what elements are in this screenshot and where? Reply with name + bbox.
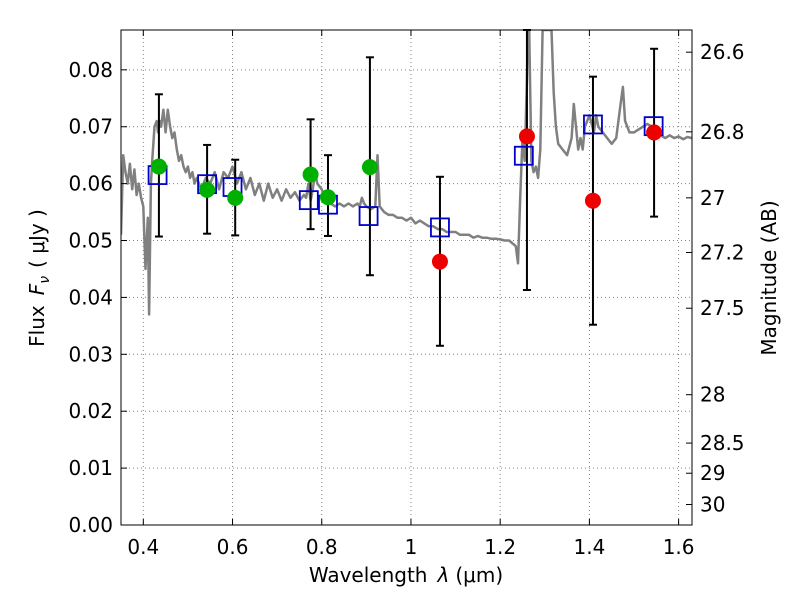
- y2-axis-label: Magnitude (AB): [757, 200, 781, 355]
- x-tick-label: 0.4: [127, 535, 159, 559]
- x-axis-label: Wavelength λ (μm): [309, 563, 503, 587]
- y-tick-label: 0.07: [68, 115, 113, 139]
- y-tick-label: 0.02: [68, 399, 113, 423]
- x-tick-label: 1.4: [573, 535, 605, 559]
- y2-tick-label: 30: [700, 493, 725, 517]
- x-axis-label-symbol: λ: [437, 563, 450, 587]
- model-square-marker: [513, 145, 534, 166]
- y-tick-label: 0.06: [68, 172, 113, 196]
- sed-curve: [121, 30, 692, 316]
- y-axis-label-text: Flux: [25, 305, 49, 347]
- y-tick-label: 0.01: [68, 456, 113, 480]
- green-data-point: [199, 181, 216, 198]
- model-square-marker: [358, 206, 379, 226]
- y-axis-label-symbol: F: [25, 283, 49, 295]
- x-tick-label: 1: [405, 535, 418, 559]
- y2-tick-label: 27.2: [700, 240, 745, 264]
- y-tick-label: 0.03: [68, 342, 113, 366]
- y2-tick-label: 29: [700, 461, 725, 485]
- y2-tick-label: 26.8: [700, 120, 745, 144]
- model-square-marker: [298, 190, 319, 211]
- x-tick-label: 1.6: [663, 535, 695, 559]
- red-data-point: [584, 192, 601, 209]
- green-data-point: [361, 159, 378, 176]
- grid: [121, 30, 692, 526]
- y-tick-label: 0.05: [68, 229, 113, 253]
- sed-model-line: [121, 30, 692, 316]
- y-tick-label: 0.00: [68, 513, 113, 537]
- y-tick-label: 0.04: [68, 285, 113, 309]
- model-square-marker: [583, 114, 603, 135]
- error-bars: [154, 29, 659, 347]
- green-data-point: [319, 189, 336, 206]
- green-data-point: [150, 158, 167, 175]
- y2-tick-label: 28: [700, 383, 725, 407]
- y-axis-label: Flux Fν ( μJy ): [25, 209, 53, 347]
- y-axis-label-unit: ( μJy ): [25, 209, 49, 268]
- x-tick-label: 1.2: [484, 535, 516, 559]
- x-tick-label: 0.6: [217, 535, 249, 559]
- ticks: 0.4 0.6 0.8 1 1.2 1.4 1.6 0.00 0.01 0.02 0.03 0.04 0…: [68, 30, 745, 559]
- y2-tick-label: 28.5: [700, 431, 745, 455]
- y-axis-label-subscript: ν: [37, 276, 53, 284]
- x-axis-label-text: Wavelength: [309, 563, 428, 587]
- red-data-point: [646, 124, 663, 141]
- model-square-marker: [430, 217, 450, 238]
- data-markers: [147, 114, 664, 270]
- y2-tick-label: 27.5: [700, 296, 745, 320]
- x-axis-label-unit: (μm): [455, 563, 503, 587]
- red-data-point: [518, 128, 535, 145]
- y2-tick-label: 26.6: [700, 40, 745, 64]
- red-data-point: [431, 253, 448, 270]
- green-data-point: [227, 189, 244, 206]
- x-tick-label: 0.8: [306, 535, 338, 559]
- green-data-point: [302, 166, 319, 183]
- y-tick-label: 0.08: [68, 58, 113, 82]
- plot-frame: [120, 29, 693, 526]
- y2-tick-label: 27: [700, 186, 725, 210]
